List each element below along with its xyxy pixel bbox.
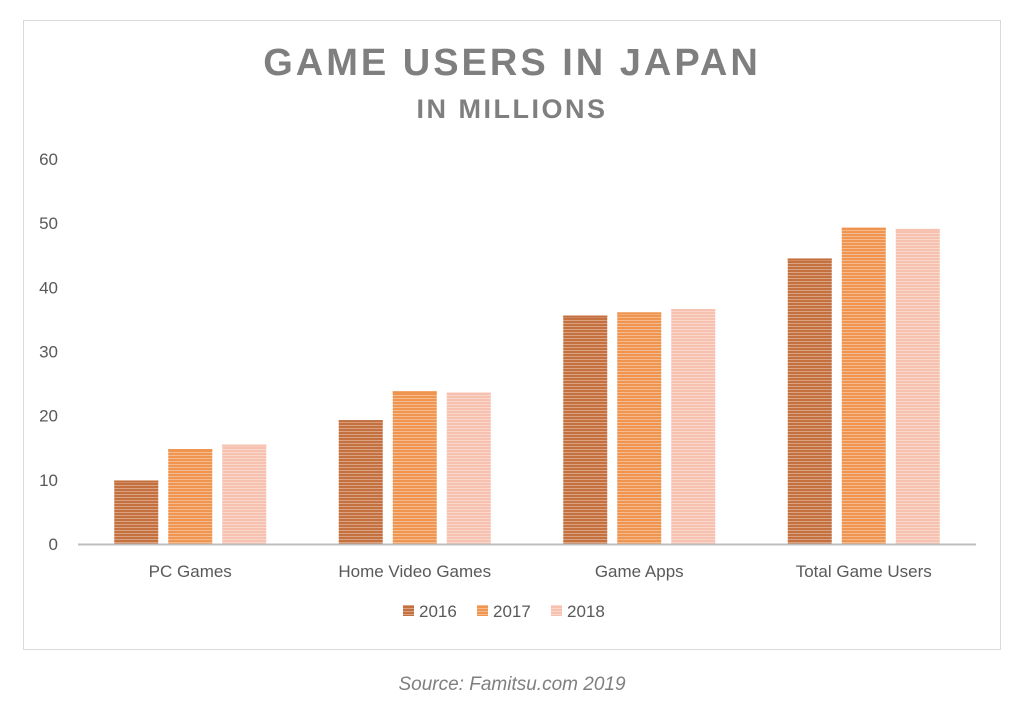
chart-title: GAME USERS IN JAPAN [263,42,761,84]
x-category-label: Total Game Users [796,562,932,581]
bar-top-edge [168,449,213,452]
legend-label: 2017 [493,602,531,621]
bar-2017 [392,391,437,544]
bars [114,227,940,545]
bar-2018 [671,309,716,544]
bar-top-edge [446,392,491,395]
legend-swatch-2016 [403,605,414,616]
category-labels: PC Games Home Video Games Game Apps Total G… [149,562,932,581]
bar-top-edge [671,309,716,312]
bar-2016 [787,258,832,544]
x-category-label: Game Apps [595,562,684,581]
bar-top-edge [841,227,886,230]
bar-top-edge [895,228,940,231]
y-tick-label: 10 [39,471,58,490]
y-tick-label: 40 [39,278,58,297]
legend-label: 2016 [419,602,457,621]
y-tick-label: 60 [39,150,58,169]
bar-2016 [114,480,159,544]
x-category-label: Home Video Games [338,562,491,581]
bar-top-edge [563,315,608,318]
bar-2018 [222,444,267,544]
legend: 2016 2017 2018 [403,602,605,621]
legend-swatch-2018 [551,605,562,616]
chart-subtitle: IN MILLIONS [416,94,608,124]
bar-top-edge [114,480,159,483]
bar-top-edge [617,312,662,315]
bar-2017 [617,312,662,544]
bar-2017 [841,227,886,545]
bar-top-edge [338,420,383,423]
legend-swatch-2017 [477,605,488,616]
y-tick-label: 0 [49,535,58,554]
bar-2016 [338,420,383,544]
bar-top-edge [392,391,437,394]
bar-2016 [563,315,608,544]
source-caption: Source: Famitsu.com 2019 [398,674,626,695]
bar-top-edge [787,258,832,261]
legend-label: 2018 [567,602,605,621]
bar-2017 [168,449,213,544]
bar-top-edge [222,444,267,447]
bar-2018 [895,228,940,545]
y-tick-label: 20 [39,407,58,426]
bar-2018 [446,392,491,544]
y-tick-label: 50 [39,214,58,233]
x-category-label: PC Games [149,562,232,581]
y-axis-ticks: 0 10 20 30 40 50 60 [39,150,58,554]
y-tick-label: 30 [39,343,58,362]
